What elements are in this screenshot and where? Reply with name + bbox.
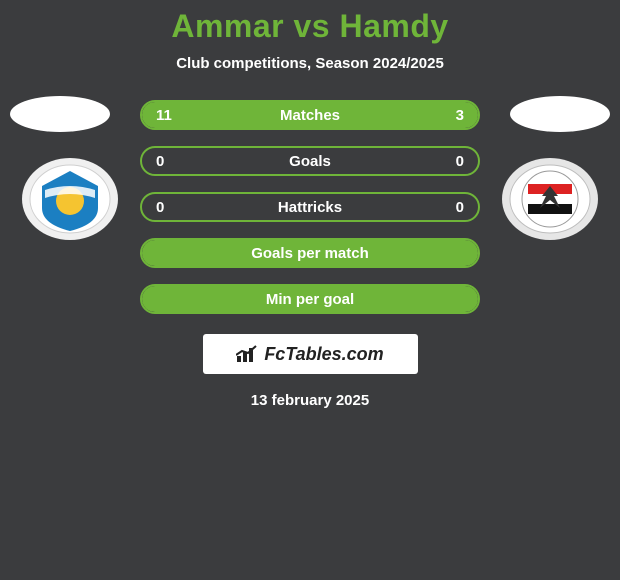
- stat-row-goals: 0 Goals 0: [140, 146, 480, 176]
- stats-area: 11 Matches 3 0 Goals 0 0 Hattricks 0 Goa…: [0, 100, 620, 334]
- club-logo-right-icon: [500, 156, 600, 242]
- brand-name: FcTables.com: [264, 344, 383, 365]
- stat-row-min-per-goal: Min per goal: [140, 284, 480, 314]
- stats-list: 11 Matches 3 0 Goals 0 0 Hattricks 0 Goa…: [140, 100, 480, 314]
- stat-value-left: 11: [156, 107, 172, 124]
- chart-icon: [236, 345, 258, 363]
- stat-row-hattricks: 0 Hattricks 0: [140, 192, 480, 222]
- stat-row-matches: 11 Matches 3: [140, 100, 480, 130]
- stat-label: Goals per match: [251, 245, 369, 262]
- player-photo-right: [510, 96, 610, 132]
- comparison-card: Ammar vs Hamdy Club competitions, Season…: [0, 0, 620, 409]
- stat-label: Goals: [289, 153, 331, 170]
- player-photo-left: [10, 96, 110, 132]
- stat-row-goals-per-match: Goals per match: [140, 238, 480, 268]
- club-badge-right: [500, 156, 600, 242]
- brand-inner: FcTables.com: [236, 344, 383, 365]
- subtitle: Club competitions, Season 2024/2025: [176, 55, 444, 72]
- stat-value-left: 0: [156, 199, 164, 216]
- stat-fill-left: [142, 102, 406, 128]
- stat-value-right: 0: [456, 199, 464, 216]
- stat-label: Hattricks: [278, 199, 342, 216]
- page-title: Ammar vs Hamdy: [171, 8, 448, 45]
- stat-value-right: 3: [456, 107, 464, 124]
- stat-label: Matches: [280, 107, 340, 124]
- club-badge-left: [20, 156, 120, 242]
- club-logo-left-icon: [20, 156, 120, 242]
- date-label: 13 february 2025: [251, 392, 369, 409]
- stat-value-right: 0: [456, 153, 464, 170]
- stat-fill-right: [406, 102, 478, 128]
- brand-badge[interactable]: FcTables.com: [203, 334, 418, 374]
- stat-value-left: 0: [156, 153, 164, 170]
- stat-label: Min per goal: [266, 291, 354, 308]
